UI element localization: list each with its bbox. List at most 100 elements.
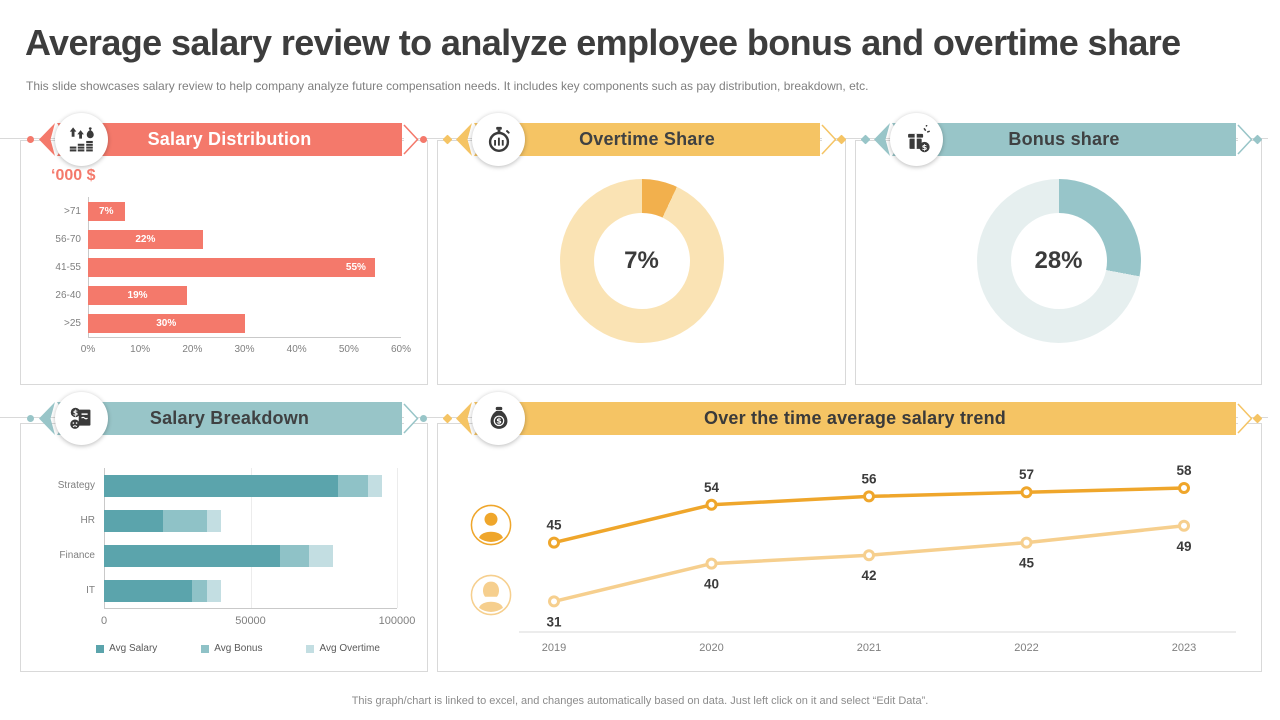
bar-track: 55% [88,257,401,277]
legend-label: Avg Bonus [214,643,263,654]
bar-row: IT [39,573,397,608]
data-point-label: 49 [1176,539,1191,554]
category-label: 56-70 [55,233,81,245]
bar-value-label: 55% [345,261,366,273]
category-label: HR [80,515,95,526]
category-label: Strategy [57,480,95,491]
x-tick-label: 0 [100,615,108,627]
data-point-label: 45 [546,518,562,533]
money-bag-icon: $ [472,392,525,445]
female-person-icon [470,574,512,621]
bar-track: 22% [88,229,401,249]
connector-diamond [442,413,453,424]
panel-salary-trend: Over the time average salary trend $ [437,392,1263,672]
gridline [250,468,252,608]
trend-line [552,524,1186,604]
bar-segment [191,579,207,602]
panel-header-banner: Salary Distribution [27,113,427,166]
panel-title: Salary Breakdown [149,408,310,428]
connector-diamond [860,134,871,145]
x-tick-label: 2019 [542,642,566,654]
salary-distribution-chart: >71 7% 56-70 22% 41-55 55% 26-40 19% >25 30% 0% 10%… [39,197,411,358]
legend-item: Avg Overtime [306,643,380,654]
legend-swatch [201,644,210,653]
panel-header-banner: Salary Breakdown $ [27,392,427,445]
x-tick-label: 60% [390,344,412,355]
data-point-label: 40 [704,577,719,592]
x-tick-label: 20% [182,344,203,355]
banner-arrow-tip [403,124,419,155]
bar-row: 56-70 22% [39,225,401,253]
panel-header-banner: Overtime Share [442,113,847,166]
salary-trend-chart: 2019 2020 2021 2022 2023 31 40 42 45 49 45 54 56 57 58 [519,463,1236,654]
data-point-label: 54 [704,480,720,495]
bar-row: HR [39,503,397,538]
svg-text:$: $ [496,416,502,425]
donut-center-value: 28% [1034,247,1083,274]
legend-swatch [306,644,315,653]
bar-row: 26-40 19% [39,281,401,309]
footer-note: This graph/chart is linked to excel, and… [351,695,929,707]
banner-ribbon: Salary Breakdown [57,402,402,435]
x-tick-label: 50% [338,344,359,355]
svg-text:$: $ [921,142,927,151]
bar-segment [104,474,339,497]
bar-row: >25 30% [39,309,401,337]
category-label: Finance [59,550,95,561]
x-tick-label: 40% [286,344,307,355]
bar-row: Finance [39,538,397,573]
banner-left-wedge [456,402,472,435]
category-label: 26-40 [55,289,81,301]
x-tick-label: 2021 [857,642,881,654]
data-point-label: 58 [1176,463,1192,478]
stopwatch-icon [472,113,525,166]
legend-label: Avg Salary [109,643,158,654]
panel-header-banner: Bonus share $ [860,113,1263,166]
gridline [397,468,398,608]
banner-ribbon: Salary Distribution [57,123,402,156]
panel-salary-breakdown: Salary Breakdown $ [20,392,428,672]
banner-left-wedge [39,123,55,156]
bar-segment [206,579,222,602]
x-tick-label: 2023 [1172,642,1196,654]
x-tick-label: 10% [130,344,151,355]
connector-diamond [1252,413,1263,424]
bar-track [104,509,397,532]
bar: 19% [88,285,188,305]
bar-segment [338,474,368,497]
bar-segment [104,544,280,567]
x-tick-label: 2022 [1014,642,1038,654]
bar-track: 30% [88,313,401,333]
panel-title: Overtime Share [579,129,715,149]
y-axis-line [104,468,105,608]
category-label: IT [86,585,95,596]
male-person-icon [470,504,512,551]
connector-dot [420,415,427,422]
bar-value-label: 30% [156,317,177,329]
banner-ribbon: Over the time average salary trend [474,402,1236,435]
axis-unit-label: ‘000 $ [51,167,96,184]
panel-salary-distribution: Salary Distribution ‘000 $ >71 7% 56-70 22% [20,113,428,385]
x-axis: 0% 10% 20% 30% 40% 50% 60% [81,337,411,358]
bar-value-label: 7% [99,205,114,217]
connector-diamond [1252,134,1263,145]
donut-ring: 28% [976,179,1141,343]
banner-ribbon: Overtime Share [474,123,820,156]
svg-text:$: $ [72,408,77,417]
panel-title: Over the time average salary trend [704,408,1006,428]
data-point-marker [1178,519,1190,532]
coin-stacks-icon [55,113,108,166]
bar-segment [104,579,192,602]
bar-value-label: 19% [127,289,148,301]
data-point-label: 56 [861,471,877,486]
bar-row: Strategy [39,468,397,503]
x-tick-label: 0% [80,344,96,355]
bar-segment [367,474,383,497]
connector-diamond [442,134,453,145]
data-point-marker [1178,482,1190,494]
x-tick-label: 50000 [235,615,266,627]
banner-left-wedge [456,123,472,156]
connector-dot [420,136,427,143]
data-point-label: 57 [1019,467,1034,482]
data-point-marker [863,549,875,562]
